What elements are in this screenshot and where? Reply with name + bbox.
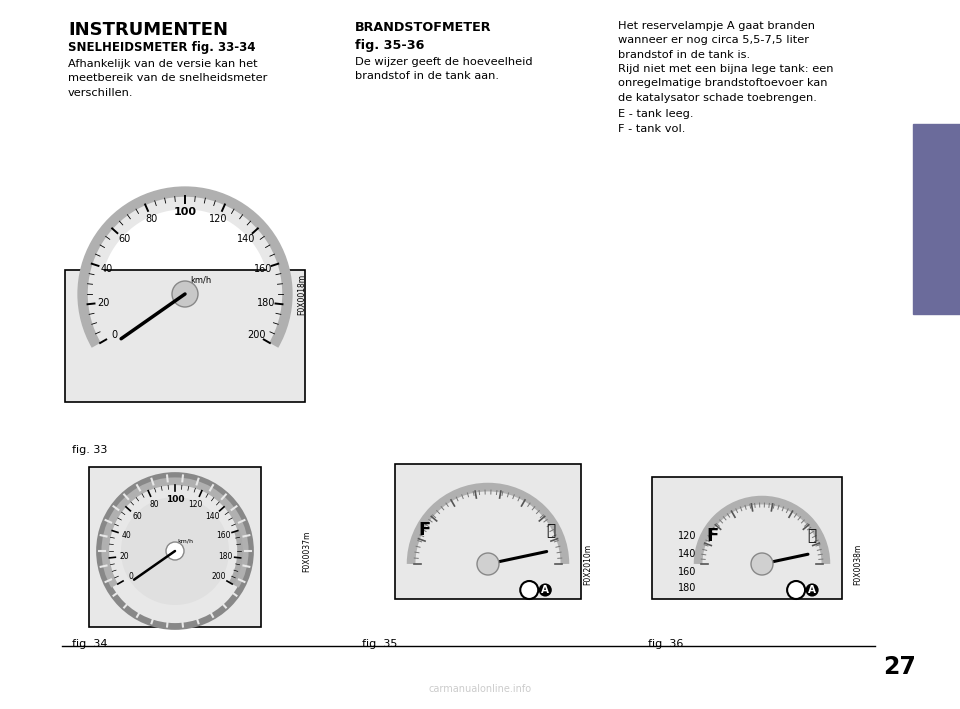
Bar (652, 477, 842, 599)
Text: 80: 80 (146, 214, 157, 224)
Text: 100: 100 (174, 207, 197, 217)
Bar (395, 464, 581, 599)
Text: INSTRUMENTEN: INSTRUMENTEN (68, 21, 228, 39)
Text: Het reservelampje A gaat branden
wanneer er nog circa 5,5-7,5 liter
brandstof in: Het reservelampje A gaat branden wanneer… (618, 21, 815, 60)
Text: F0X0038m: F0X0038m (853, 543, 862, 585)
Text: 60: 60 (132, 513, 142, 521)
Text: 40: 40 (101, 264, 113, 274)
Text: ⛽: ⛽ (546, 523, 556, 537)
Text: 120: 120 (209, 214, 228, 224)
Text: F0X2010m: F0X2010m (584, 543, 592, 584)
Text: Rijd niet met een bijna lege tank: een
onregelmatige brandstoftoevoer kan
de kat: Rijd niet met een bijna lege tank: een o… (618, 64, 833, 103)
Text: F0X0018m: F0X0018m (298, 274, 306, 315)
Text: 20: 20 (119, 552, 129, 561)
Text: km/h: km/h (177, 539, 193, 544)
Text: BRANDSTOFMETER: BRANDSTOFMETER (355, 21, 492, 34)
Text: E - tank leeg.: E - tank leeg. (618, 109, 693, 119)
Text: carmanualonline.info: carmanualonline.info (428, 684, 532, 694)
Bar (913, 124, 960, 314)
Circle shape (520, 581, 539, 599)
Text: 160: 160 (253, 264, 273, 274)
Bar (89, 467, 261, 627)
Text: 180: 180 (678, 583, 696, 593)
Text: 140: 140 (205, 513, 220, 521)
Text: fig. 36: fig. 36 (648, 639, 684, 649)
Text: 180: 180 (219, 552, 233, 561)
Text: A: A (808, 585, 816, 595)
Text: ⛽: ⛽ (807, 529, 817, 544)
Text: 27: 27 (883, 655, 917, 679)
Text: fig. 34: fig. 34 (72, 639, 108, 649)
Text: A: A (541, 585, 549, 595)
Text: 120: 120 (678, 531, 696, 541)
Text: 0: 0 (111, 330, 117, 340)
Text: 180: 180 (257, 298, 276, 308)
Text: 20: 20 (97, 298, 109, 308)
Text: km/h: km/h (190, 276, 211, 284)
Text: F: F (419, 521, 431, 540)
Circle shape (121, 497, 229, 605)
Circle shape (751, 553, 773, 575)
Text: 60: 60 (118, 234, 131, 244)
Text: 140: 140 (678, 549, 696, 559)
Text: 40: 40 (122, 531, 132, 540)
Circle shape (172, 281, 198, 307)
Bar (65, 270, 305, 402)
Text: SNELHEIDSMETER fig. 33-34: SNELHEIDSMETER fig. 33-34 (68, 41, 255, 54)
Text: 200: 200 (247, 330, 265, 340)
Text: Afhankelijk van de versie kan het
meetbereik van de snelheidsmeter
verschillen.: Afhankelijk van de versie kan het meetbe… (68, 59, 268, 98)
Text: 80: 80 (150, 500, 159, 509)
Text: fig. 35: fig. 35 (362, 639, 397, 649)
Text: 160: 160 (216, 531, 230, 540)
Text: 100: 100 (166, 496, 184, 505)
Text: 120: 120 (188, 500, 203, 509)
Text: F - tank vol.: F - tank vol. (618, 124, 685, 134)
Text: F0X0037m: F0X0037m (302, 530, 311, 571)
Text: 200: 200 (212, 572, 227, 581)
Circle shape (166, 542, 184, 560)
Circle shape (477, 553, 499, 575)
Text: 0: 0 (129, 572, 133, 581)
Text: fig. 33: fig. 33 (72, 445, 108, 455)
Text: De wijzer geeft de hoeveelheid
brandstof in de tank aan.: De wijzer geeft de hoeveelheid brandstof… (355, 57, 533, 82)
Text: F: F (706, 527, 718, 545)
Text: fig. 35-36: fig. 35-36 (355, 39, 424, 52)
Circle shape (787, 581, 805, 599)
Text: 140: 140 (237, 234, 255, 244)
Text: 160: 160 (678, 567, 696, 577)
